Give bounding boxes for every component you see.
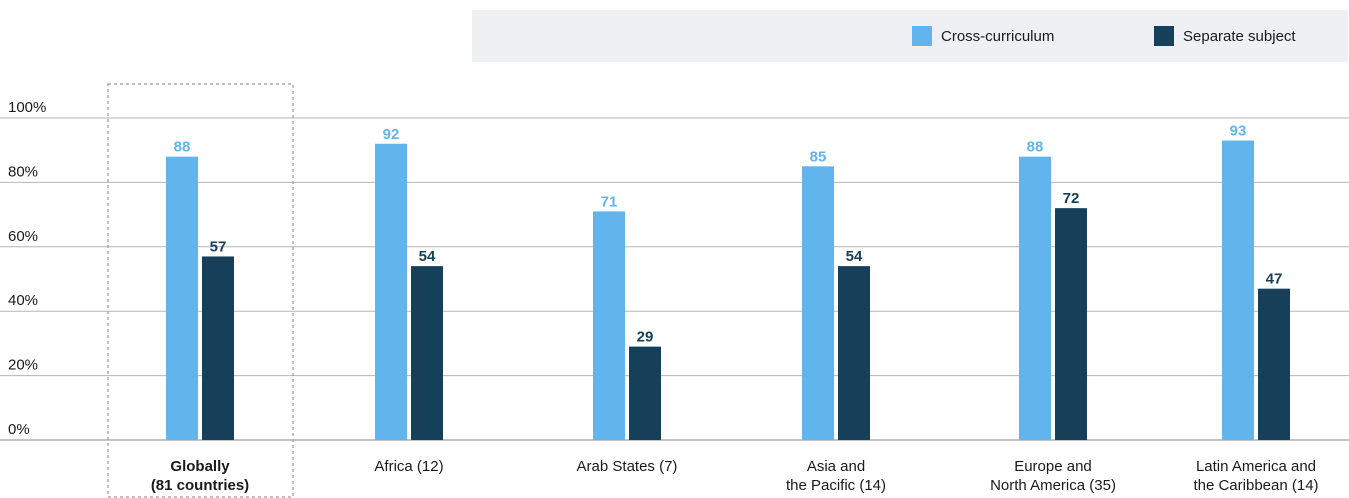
y-tick-label: 100% xyxy=(8,99,46,116)
highlight-box xyxy=(108,84,293,497)
bar-separate-subject xyxy=(629,347,661,440)
data-label: 54 xyxy=(846,248,863,265)
data-label: 72 xyxy=(1063,190,1080,207)
data-label: 29 xyxy=(637,329,654,346)
data-label: 93 xyxy=(1230,123,1247,140)
bar-cross-curriculum xyxy=(1019,157,1051,440)
y-tick-label: 0% xyxy=(8,421,30,438)
bar-separate-subject xyxy=(202,256,234,440)
bar-cross-curriculum xyxy=(593,211,625,440)
bar-separate-subject xyxy=(1055,208,1087,440)
data-label: 85 xyxy=(810,148,827,165)
data-label: 47 xyxy=(1266,271,1283,288)
bar-separate-subject xyxy=(838,266,870,440)
category-label: Africa (12) xyxy=(374,458,443,475)
bar-separate-subject xyxy=(1258,289,1290,440)
bar-cross-curriculum xyxy=(166,157,198,440)
category-label: (81 countries) xyxy=(151,477,249,494)
data-label: 88 xyxy=(1027,139,1044,156)
bar-cross-curriculum xyxy=(802,166,834,440)
data-label: 57 xyxy=(210,238,227,255)
data-label: 88 xyxy=(174,139,191,156)
y-tick-label: 20% xyxy=(8,357,38,374)
data-label: 92 xyxy=(383,126,400,143)
category-label: Europe and xyxy=(1014,458,1092,475)
category-label: Latin America and xyxy=(1196,458,1316,475)
data-label: 54 xyxy=(419,248,436,265)
bar-cross-curriculum xyxy=(1222,141,1254,440)
data-label: 71 xyxy=(601,193,618,210)
category-label: North America (35) xyxy=(990,477,1116,494)
bar-cross-curriculum xyxy=(375,144,407,440)
category-label: Arab States (7) xyxy=(577,458,678,475)
y-tick-label: 60% xyxy=(8,228,38,245)
bar-separate-subject xyxy=(411,266,443,440)
category-label: Globally xyxy=(170,458,230,475)
y-tick-label: 80% xyxy=(8,163,38,180)
category-label: the Pacific (14) xyxy=(786,477,886,494)
y-tick-label: 40% xyxy=(8,292,38,309)
category-label: Asia and xyxy=(807,458,865,475)
category-label: the Caribbean (14) xyxy=(1193,477,1318,494)
